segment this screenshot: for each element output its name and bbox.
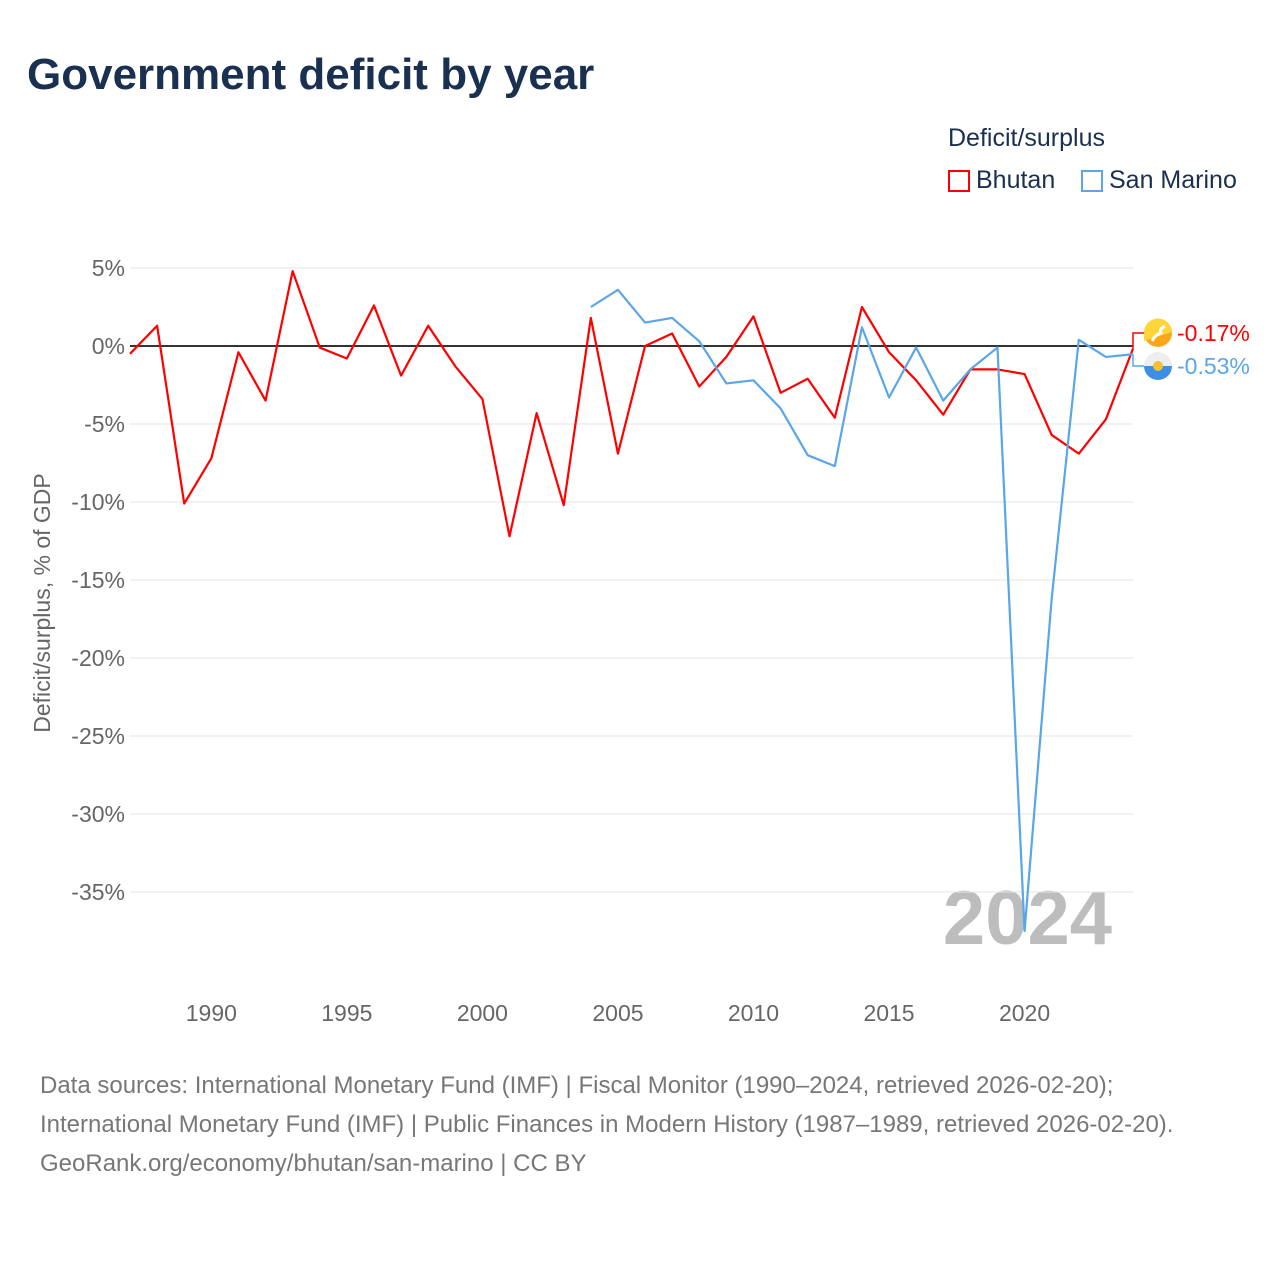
x-tick-label: 2005 xyxy=(592,1000,643,1026)
y-tick-label: -35% xyxy=(71,879,125,905)
legend-swatch-san-marino xyxy=(1081,169,1103,192)
legend-item-san-marino[interactable]: San Marino xyxy=(1081,166,1237,195)
x-tick-label: 2015 xyxy=(863,1000,914,1026)
y-tick-label: 0% xyxy=(92,333,125,359)
y-tick-label: -20% xyxy=(71,645,125,671)
end-value-label: -0.53% xyxy=(1177,353,1250,379)
x-tick-label: 1990 xyxy=(186,1000,237,1026)
series-line-bhutan xyxy=(129,270,1135,538)
legend-label-san-marino: San Marino xyxy=(1109,166,1237,194)
data-sources: Data sources: International Monetary Fun… xyxy=(40,1072,1174,1138)
footer: Data sources: International Monetary Fun… xyxy=(40,1066,1240,1183)
end-value-label: -0.17% xyxy=(1177,320,1250,346)
y-tick-label: -10% xyxy=(71,489,125,515)
y-tick-label: -5% xyxy=(84,411,125,437)
y-tick-label: -15% xyxy=(71,567,125,593)
x-tick-label: 1995 xyxy=(321,1000,372,1026)
legend-item-bhutan[interactable]: Bhutan xyxy=(948,166,1055,195)
y-tick-label: -30% xyxy=(71,801,125,827)
y-tick-label: -25% xyxy=(71,723,125,749)
source-link[interactable]: GeoRank.org/economy/bhutan/san-marino | … xyxy=(40,1150,587,1177)
san-marino-flag-icon xyxy=(1144,366,1172,380)
x-tick-label: 2010 xyxy=(728,1000,779,1026)
series-line-san-marino xyxy=(590,288,1134,933)
chart-title: Government deficit by year xyxy=(27,50,595,99)
legend-title: Deficit/surplus xyxy=(948,124,1105,152)
bhutan-flag-icon xyxy=(1150,324,1166,342)
legend-swatch-bhutan xyxy=(948,169,970,192)
x-tick-label: 2020 xyxy=(999,1000,1050,1026)
bhutan-flag-icon xyxy=(1143,318,1172,341)
san-marino-flag-icon xyxy=(1153,361,1163,371)
y-axis-label: Deficit/surplus, % of GDP xyxy=(29,473,55,732)
x-tick-label: 2000 xyxy=(457,1000,508,1026)
y-tick-label: 5% xyxy=(92,255,125,281)
legend-label-bhutan: Bhutan xyxy=(976,166,1056,194)
